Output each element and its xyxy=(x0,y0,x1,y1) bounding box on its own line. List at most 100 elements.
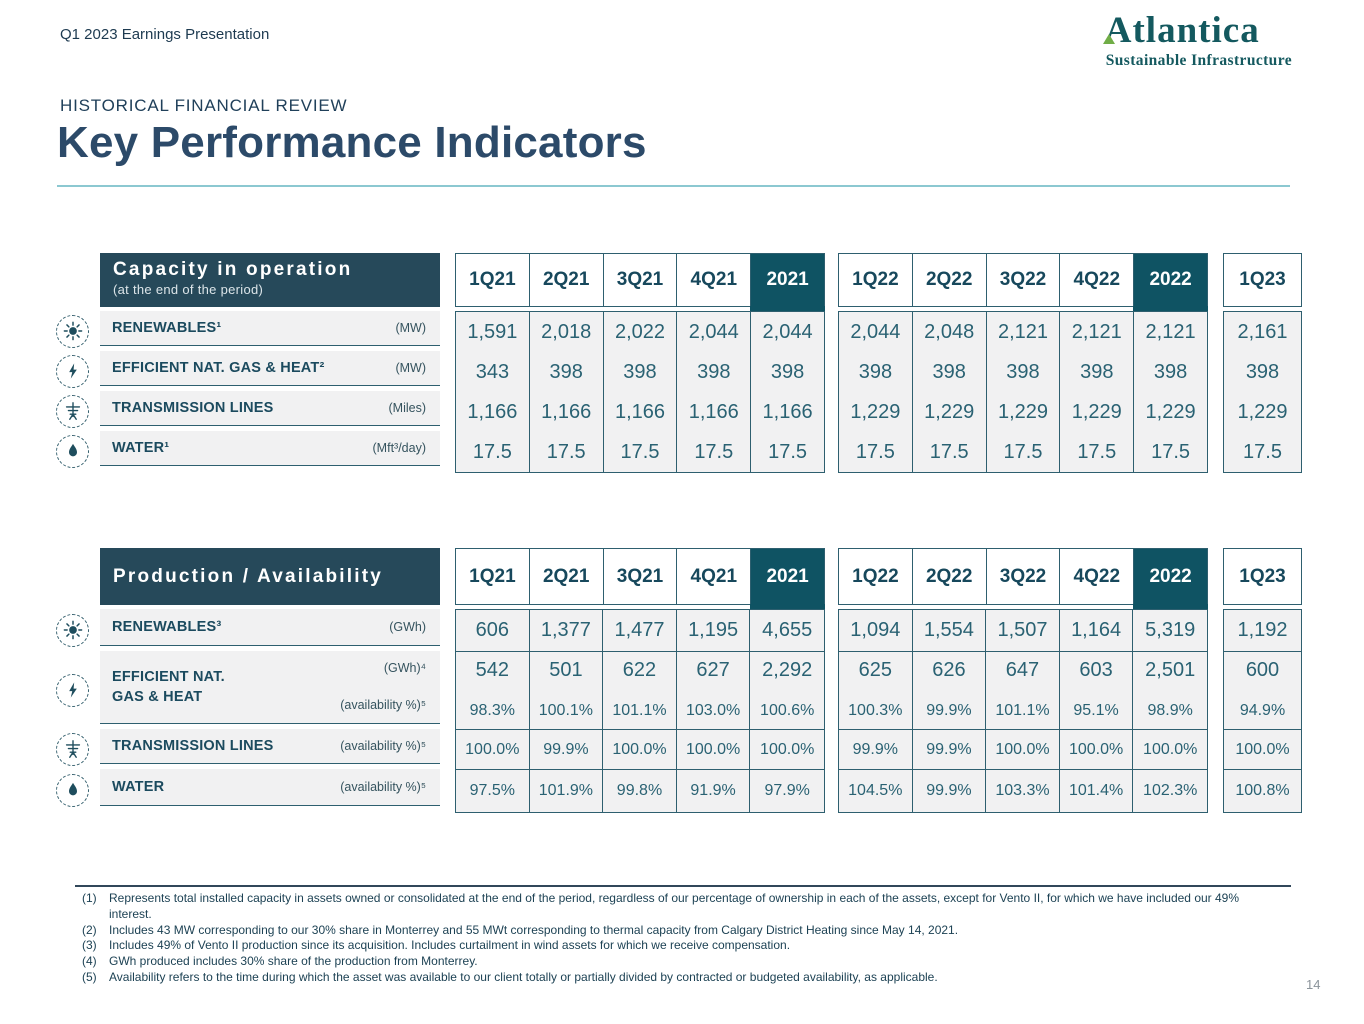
column-header-highlight: 2021 xyxy=(750,254,825,311)
production-table-title: Production / Availability xyxy=(113,565,384,587)
column-header: 3Q21 xyxy=(604,549,678,604)
row-unit: (Mft³/day) xyxy=(372,441,426,455)
page-number: 14 xyxy=(1306,977,1321,992)
table-cell: 1,554 xyxy=(912,610,987,652)
table-cell: 17.5 xyxy=(546,440,586,463)
table-cell: 17.5 xyxy=(855,440,895,463)
table-cell: 2,018 xyxy=(541,320,592,343)
table-row: EFFICIENT NAT. GAS & HEAT² (MW) xyxy=(56,351,440,391)
table-cell: 17.5 xyxy=(1243,440,1282,463)
row-label: TRANSMISSION LINES xyxy=(112,738,274,754)
footnote-text: Includes 43 MW corresponding to our 30% … xyxy=(109,922,959,937)
table-row: WATER¹ (Mft³/day) xyxy=(56,431,440,471)
table-cell: 99.9% xyxy=(839,730,913,770)
capacity-table-subtitle: (at the end of the period) xyxy=(113,282,264,297)
table-cell: 1,229 xyxy=(924,400,975,423)
capacity-group-2021: 1Q21 2Q21 3Q21 4Q21 2021 1,591 343 1,166… xyxy=(455,253,825,473)
water-drop-icon xyxy=(56,434,89,468)
production-table-header: Production / Availability xyxy=(100,548,440,605)
row-label: WATER xyxy=(112,779,165,795)
table-cell: 17.5 xyxy=(1151,440,1191,463)
column-header: 1Q23 xyxy=(1239,565,1286,587)
table-cell: 2,044 xyxy=(850,320,901,343)
table-cell: 1,229 xyxy=(997,400,1049,423)
table-cell: 17.5 xyxy=(1003,440,1043,463)
table-cell: 603 95.1% xyxy=(1073,659,1119,719)
table-cell: 100.0% xyxy=(986,730,1060,770)
table-cell: 398 xyxy=(1080,360,1114,383)
capacity-table-side: Capacity in operation (at the end of the… xyxy=(56,253,440,471)
row-unit: (GWh)⁴ xyxy=(383,661,426,675)
table-row: TRANSMISSION LINES (availability %)⁵ xyxy=(56,729,440,769)
table-cell: 398 xyxy=(932,360,966,383)
table-cell: 1,166 xyxy=(467,400,518,423)
table-cell: 625 100.3% xyxy=(848,659,903,719)
table-cell: 91.9% xyxy=(677,770,751,812)
row-label: WATER¹ xyxy=(112,440,170,456)
table-cell: 1,164 xyxy=(1059,610,1134,652)
footnote-text: Represents total installed capacity in a… xyxy=(109,891,1240,921)
column-header: 3Q22 xyxy=(987,549,1061,604)
table-cell: 1,094 xyxy=(839,610,913,652)
table-cell: 99.9% xyxy=(913,770,987,812)
footnote-number: (1) xyxy=(82,891,97,905)
footnote: (2) Includes 43 MW corresponding to our … xyxy=(82,923,1268,939)
footnote-number: (5) xyxy=(82,970,97,985)
table-cell: 99.9% xyxy=(529,730,604,770)
capacity-row-labels: RENEWABLES¹ (MW) EFFICIENT NAT. GAS & HE… xyxy=(56,311,440,471)
table-cell: 1,166 xyxy=(688,400,739,423)
table-cell: 99.9% xyxy=(912,730,987,770)
table-cell: 100.0% xyxy=(1133,730,1207,770)
production-group-2022: 1Q22 2Q22 3Q22 4Q22 2022 1,094 1,554 1,5… xyxy=(838,548,1208,813)
table-cell: 17.5 xyxy=(620,440,660,463)
table-cell: 2,121 xyxy=(1145,320,1196,343)
water-drop-icon xyxy=(56,773,89,807)
row-label: RENEWABLES¹ xyxy=(112,320,222,336)
footnotes: (1) Represents total installed capacity … xyxy=(82,891,1268,986)
table-cell: 104.5% xyxy=(839,770,913,812)
table-cell: 1,229 xyxy=(1071,400,1122,423)
logo-tagline: Sustainable Infrastructure xyxy=(1105,51,1292,69)
presentation-label: Q1 2023 Earnings Presentation xyxy=(60,26,270,43)
row-label: TRANSMISSION LINES xyxy=(112,400,274,416)
footnote-text: GWh produced includes 30% share of the p… xyxy=(109,954,478,969)
column-header: 1Q22 xyxy=(839,549,913,604)
logo-triangle-icon xyxy=(1102,33,1115,44)
footnote-number: (2) xyxy=(82,922,97,937)
company-logo: Atlantica Sustainable Infrastructure xyxy=(1102,10,1292,70)
row-label: GAS & HEAT xyxy=(112,689,203,705)
row-unit: (availability %)⁵ xyxy=(340,698,426,712)
capacity-table-header: Capacity in operation (at the end of the… xyxy=(100,253,440,307)
capacity-table-title: Capacity in operation xyxy=(113,259,353,280)
table-cell: 2,022 xyxy=(614,320,666,343)
table-cell: 97.5% xyxy=(456,770,530,812)
table-row: RENEWABLES³ (GWh) xyxy=(56,609,440,651)
row-unit: (MW) xyxy=(395,321,426,335)
table-cell: 97.9% xyxy=(764,782,810,799)
table-cell: 99.8% xyxy=(603,770,677,812)
table-cell: 2,044 xyxy=(762,320,813,343)
table-cell: 398 xyxy=(1006,360,1040,383)
table-cell: 101.9% xyxy=(530,770,604,812)
table-cell: 1,166 xyxy=(762,400,813,423)
column-header: 2Q22 xyxy=(913,254,987,306)
footnote: (4) GWh produced includes 30% share of t… xyxy=(82,954,1268,970)
column-header: 2Q21 xyxy=(530,549,604,604)
page-title: Key Performance Indicators xyxy=(57,118,647,167)
table-cell: 100.8% xyxy=(1235,782,1290,799)
logo-wordmark: Atlantica xyxy=(1104,10,1260,51)
production-table-side: Production / Availability RENEWABLES³ (G… xyxy=(56,548,440,811)
table-cell: 101.4% xyxy=(1060,770,1134,812)
footnote: (1) Represents total installed capacity … xyxy=(82,891,1268,923)
transmission-tower-icon xyxy=(56,394,89,428)
table-cell: 647 101.1% xyxy=(995,659,1050,719)
column-header: 2Q22 xyxy=(913,549,987,604)
column-header: 4Q21 xyxy=(677,549,752,604)
table-cell: 2,501 98.9% xyxy=(1145,659,1196,719)
table-cell: 1,192 xyxy=(1224,610,1301,652)
table-cell: 100.0% xyxy=(750,730,824,770)
capacity-group-2022: 1Q22 2Q22 3Q22 4Q22 2022 2,044 398 1,229… xyxy=(838,253,1208,473)
table-cell: 100.0% xyxy=(1224,730,1301,770)
footnote-number: (3) xyxy=(82,938,97,953)
table-cell: 1,166 xyxy=(541,400,592,423)
